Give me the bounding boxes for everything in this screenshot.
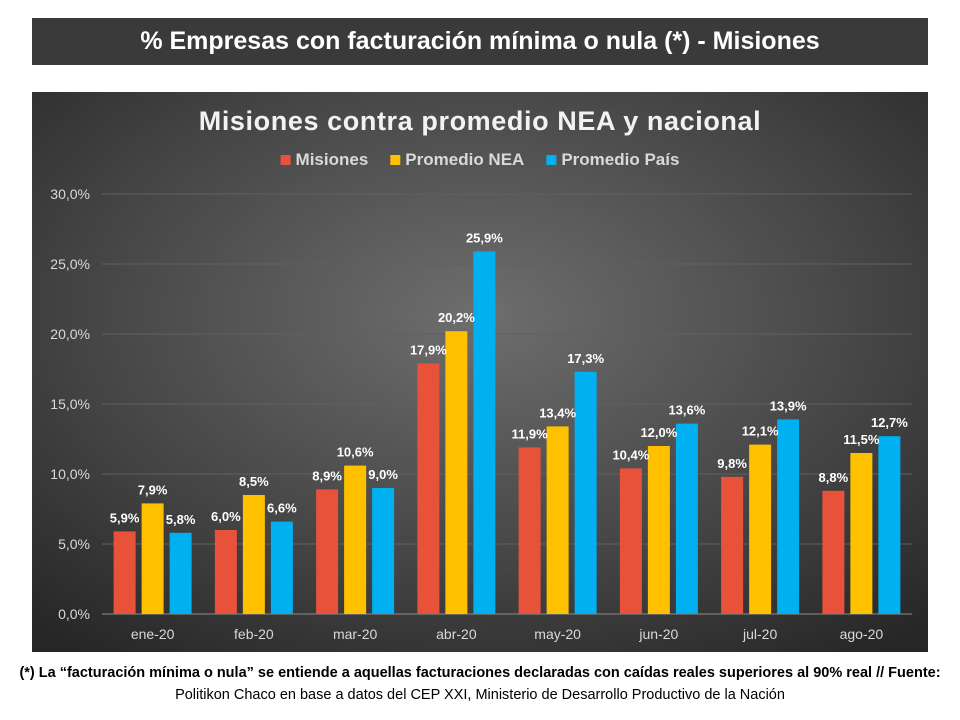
data-label: 6,0% (211, 509, 241, 524)
data-label: 12,0% (640, 425, 677, 440)
bar-promedio-nea-ago-20 (850, 453, 873, 614)
bar-promedio-nea-mar-20 (344, 465, 367, 614)
legend-swatch (280, 155, 291, 165)
bar-misiones-jul-20 (721, 476, 744, 614)
bar-misiones-ene-20 (113, 531, 136, 614)
x-tick-label: mar-20 (333, 626, 378, 642)
chart-container: Misiones contra promedio NEA y nacional … (32, 92, 928, 652)
data-label: 20,2% (438, 310, 475, 325)
data-label: 12,1% (742, 424, 779, 439)
data-label: 11,5% (843, 432, 880, 447)
bar-promedio-pa-s-jun-20 (675, 423, 698, 614)
bar-misiones-mar-20 (316, 489, 339, 614)
data-label: 11,9% (512, 426, 549, 441)
legend: Misiones Promedio NEA Promedio País (280, 150, 679, 169)
x-tick-label: ene-20 (131, 626, 175, 642)
bar-promedio-nea-ene-20 (141, 503, 164, 614)
x-tick-label: jun-20 (638, 626, 678, 642)
x-axis: ene-20 feb-20 mar-20 abr-20 may-20 jun-20 jul-… (131, 626, 884, 642)
footnote-bold: (*) La “facturación mínima o nula” se en… (19, 665, 941, 681)
chart-title: Misiones contra promedio NEA y nacional (199, 106, 762, 136)
legend-swatch (390, 155, 401, 165)
bar-promedio-nea-may-20 (546, 426, 569, 614)
y-tick-label: 30,0% (50, 186, 90, 202)
data-label: 6,6% (267, 501, 297, 516)
y-tick-label: 15,0% (50, 396, 90, 412)
footnote-source: Politikon Chaco en base a datos del CEP … (175, 687, 785, 703)
data-label: 12,7% (871, 415, 908, 430)
bar-promedio-pa-s-jul-20 (777, 419, 800, 614)
data-label: 17,9% (410, 342, 447, 357)
data-label: 9,0% (368, 467, 398, 482)
data-label: 10,4% (612, 447, 649, 462)
bars (113, 251, 901, 614)
data-label: 13,6% (668, 403, 705, 418)
title-bar: % Empresas con facturación mínima o nula… (32, 18, 928, 65)
data-label: 8,8% (819, 470, 849, 485)
data-label: 5,8% (166, 512, 196, 527)
bar-promedio-pa-s-abr-20 (473, 251, 496, 614)
gridlines (102, 193, 912, 615)
bar-misiones-abr-20 (417, 363, 440, 614)
bar-promedio-pa-s-ago-20 (878, 436, 901, 614)
data-label: 7,9% (138, 482, 168, 497)
bar-promedio-pa-s-feb-20 (270, 521, 293, 614)
data-label: 13,9% (770, 398, 807, 413)
y-tick-label: 5,0% (58, 536, 90, 552)
data-label: 8,5% (239, 474, 269, 489)
data-label: 8,9% (312, 468, 342, 483)
data-label: 5,9% (110, 510, 140, 525)
data-label: 13,4% (539, 405, 576, 420)
legend-item: Promedio NEA (390, 150, 524, 169)
x-tick-label: may-20 (534, 626, 581, 642)
legend-item: Misiones (280, 150, 369, 169)
legend-label: Promedio País (561, 150, 679, 169)
bar-misiones-jun-20 (619, 468, 642, 614)
x-tick-label: abr-20 (436, 626, 477, 642)
legend-swatch (546, 155, 557, 165)
bar-promedio-nea-abr-20 (445, 331, 468, 614)
x-tick-label: jul-20 (742, 626, 777, 642)
y-tick-label: 0,0% (58, 606, 90, 622)
data-label: 17,3% (567, 351, 604, 366)
bar-misiones-may-20 (518, 447, 541, 614)
footnote: (*) La “facturación mínima o nula” se en… (8, 662, 952, 706)
bar-chart: Misiones contra promedio NEA y nacional … (32, 92, 928, 652)
bar-promedio-nea-feb-20 (242, 495, 265, 614)
bar-misiones-ago-20 (822, 490, 845, 614)
data-label: 9,8% (717, 456, 747, 471)
data-labels: 5,9% 7,9% 5,8% 6,0% 8,5% 6,6% 8,9% 10,6% 9,0% 17,… (110, 230, 908, 526)
bar-promedio-pa-s-mar-20 (372, 488, 395, 614)
data-label: 10,6% (337, 445, 374, 460)
y-tick-label: 10,0% (50, 466, 90, 482)
legend-item: Promedio País (546, 150, 679, 169)
y-tick-label: 20,0% (50, 326, 90, 342)
page-title: % Empresas con facturación mínima o nula… (140, 27, 820, 55)
data-label: 25,9% (466, 230, 503, 245)
legend-label: Misiones (296, 150, 369, 169)
bar-promedio-nea-jun-20 (647, 446, 670, 614)
bar-promedio-pa-s-may-20 (574, 371, 597, 614)
legend-label: Promedio NEA (405, 150, 524, 169)
x-tick-label: feb-20 (234, 626, 274, 642)
x-tick-label: ago-20 (840, 626, 884, 642)
bar-misiones-feb-20 (214, 530, 237, 614)
bar-promedio-pa-s-ene-20 (169, 532, 192, 614)
y-tick-label: 25,0% (50, 256, 90, 272)
bar-promedio-nea-jul-20 (749, 444, 772, 614)
y-axis: 0,0% 5,0% 10,0% 15,0% 20,0% 25,0% 30,0% (50, 186, 90, 622)
